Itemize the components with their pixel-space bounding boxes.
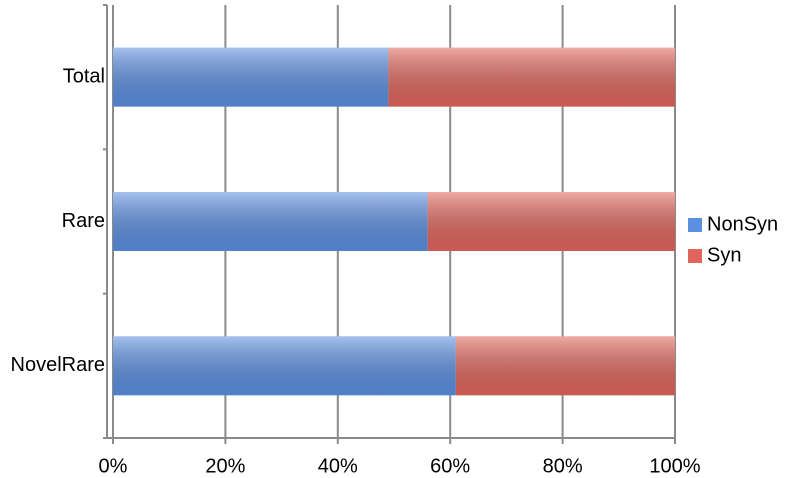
legend-swatch — [688, 249, 702, 263]
bar-shade — [113, 192, 428, 251]
x-tick-label: 0% — [99, 455, 128, 477]
legend-label: Syn — [707, 244, 741, 266]
x-tick-label: 100% — [649, 455, 700, 477]
y-tick-label: NovelRare — [11, 354, 105, 376]
bar-shade — [427, 192, 675, 251]
bar-shade — [388, 47, 675, 107]
x-tick-label: 40% — [318, 455, 358, 477]
legend-label: NonSyn — [707, 213, 778, 235]
y-tick-label: Total — [63, 65, 105, 87]
x-tick-label: 20% — [205, 455, 245, 477]
legend-swatch — [688, 218, 702, 232]
x-tick-label: 80% — [543, 455, 583, 477]
bar-shade — [455, 336, 675, 396]
bar-shade — [113, 47, 389, 107]
y-tick-label: Rare — [62, 210, 105, 232]
bar-shade — [113, 336, 456, 396]
x-tick-label: 60% — [430, 455, 470, 477]
